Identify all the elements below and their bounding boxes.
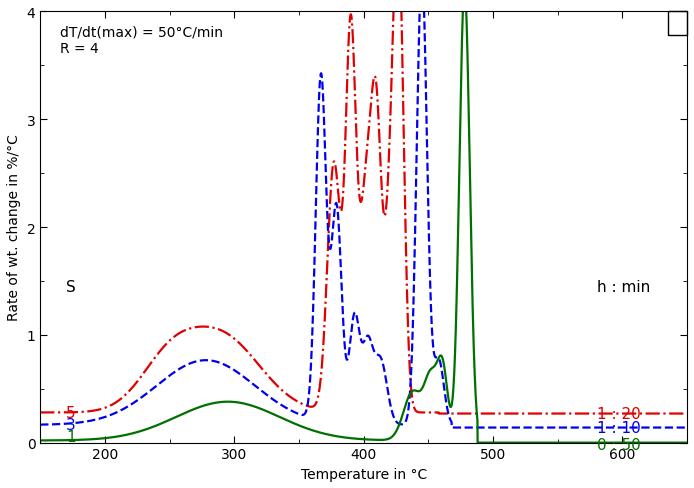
- Text: h : min: h : min: [597, 279, 650, 294]
- Text: 0 : 50: 0 : 50: [597, 437, 641, 452]
- Text: 3: 3: [66, 418, 76, 432]
- Bar: [668, 12, 687, 36]
- Y-axis label: Rate of wt. change in %/°C: Rate of wt. change in %/°C: [7, 134, 21, 321]
- Text: S: S: [66, 279, 76, 294]
- Text: 1: 1: [66, 429, 76, 444]
- X-axis label: Temperature in °C: Temperature in °C: [301, 467, 427, 481]
- Text: dT/dt(max) = 50°C/min
R = 4: dT/dt(max) = 50°C/min R = 4: [60, 25, 223, 56]
- Text: 1 : 10: 1 : 10: [597, 420, 641, 435]
- Text: 1 : 20: 1 : 20: [597, 406, 641, 421]
- Text: 5: 5: [66, 405, 76, 420]
